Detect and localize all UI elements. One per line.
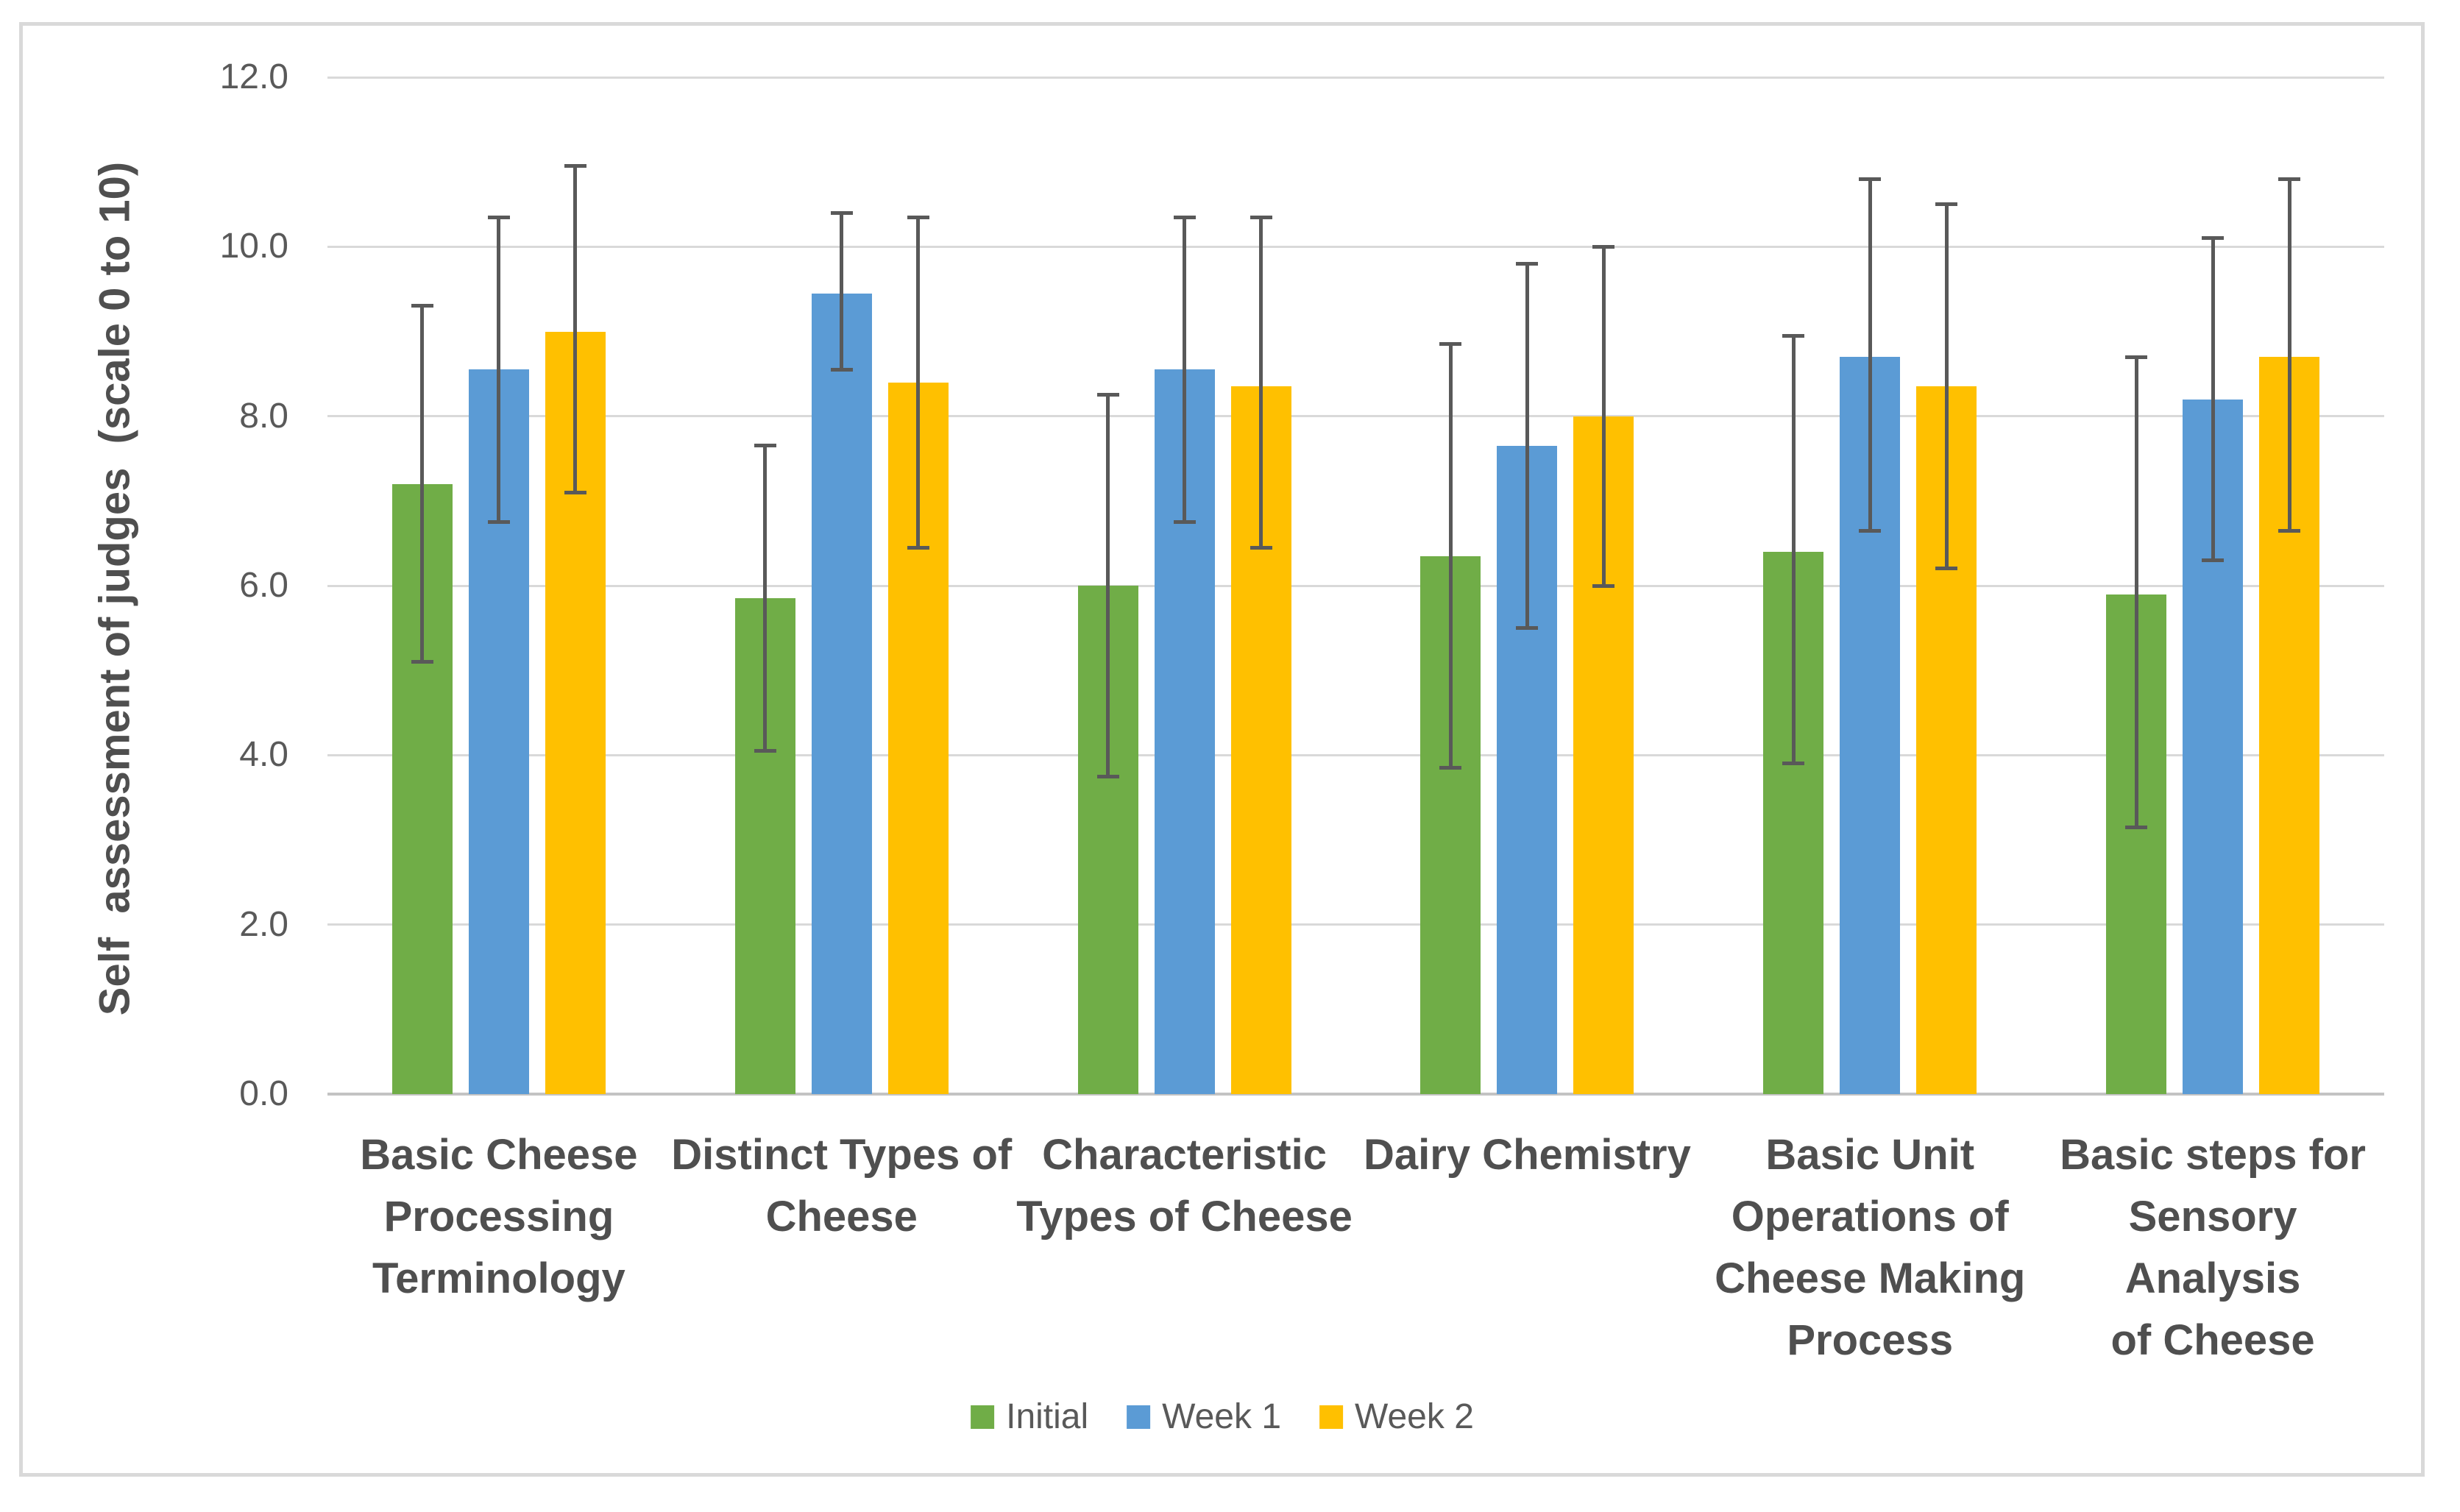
legend-swatch-week-1 <box>1127 1405 1151 1429</box>
error-bar-cap-top <box>2278 177 2301 181</box>
error-bar <box>1259 217 1263 548</box>
error-bar-cap-bottom <box>487 520 510 525</box>
error-bar <box>2134 357 2138 828</box>
error-bar-cap-top <box>830 210 853 215</box>
error-bar-cap-top <box>487 215 510 219</box>
error-bar-cap-bottom <box>2202 558 2225 562</box>
error-bar-cap-bottom <box>2125 825 2148 829</box>
error-bar-cap-top <box>907 215 929 219</box>
error-bar-cap-top <box>2125 355 2148 359</box>
error-bar-cap-top <box>1173 215 1196 219</box>
error-bar-cap-bottom <box>907 545 929 550</box>
error-bar-cap-bottom <box>1439 766 1462 770</box>
error-bar <box>1791 336 1796 764</box>
category-label: Basic Unit Operations of Cheese Making P… <box>1715 1131 2026 1364</box>
error-bar-cap-bottom <box>754 749 776 753</box>
error-bar-cap-top <box>1859 177 1882 181</box>
gridline <box>327 923 2384 926</box>
chart-frame <box>19 22 2425 1477</box>
error-bar <box>573 166 578 493</box>
error-bar-cap-bottom <box>1096 774 1119 778</box>
error-bar-cap-bottom <box>1250 545 1272 550</box>
gridline <box>327 753 2384 756</box>
error-bar-cap-top <box>1935 202 1958 207</box>
error-bar-cap-bottom <box>1935 567 1958 571</box>
error-bar <box>2287 179 2291 531</box>
error-bar <box>497 217 501 522</box>
error-bar-cap-bottom <box>1592 583 1615 588</box>
error-bar <box>2211 238 2215 561</box>
error-bar-cap-bottom <box>830 367 853 372</box>
y-tick-label: 4.0 <box>239 735 288 775</box>
error-bar <box>1868 179 1872 531</box>
error-bar-cap-bottom <box>564 490 586 494</box>
x-axis-line <box>327 1093 2384 1096</box>
legend-item-initial: Initial <box>971 1395 1088 1439</box>
error-bar <box>1601 246 1606 586</box>
y-tick-label: 2.0 <box>239 904 288 944</box>
gridline <box>327 415 2384 418</box>
legend-label: Initial <box>1006 1397 1089 1436</box>
error-bar-cap-bottom <box>1516 626 1539 631</box>
error-bar-cap-top <box>1592 244 1615 249</box>
legend-swatch-initial <box>971 1405 995 1429</box>
category-label: Dairy Chemistry <box>1363 1131 1691 1179</box>
bar-week-1 <box>811 293 872 1094</box>
y-tick-label: 8.0 <box>239 396 288 436</box>
error-bar-cap-top <box>1439 342 1462 347</box>
category-label: Characteristic Types of Cheese <box>1016 1131 1353 1241</box>
error-bar-cap-top <box>1096 393 1119 397</box>
category-label: Basic steps for Sensory Analysis of Chee… <box>2060 1131 2366 1364</box>
gridline <box>327 245 2384 248</box>
error-bar-cap-top <box>754 444 776 448</box>
error-bar <box>420 305 425 662</box>
y-tick-label: 6.0 <box>239 566 288 605</box>
error-bar-cap-bottom <box>1782 762 1805 766</box>
y-tick-label: 10.0 <box>219 227 288 266</box>
error-bar-cap-top <box>564 164 586 168</box>
error-bar <box>1525 263 1529 628</box>
error-bar <box>840 213 844 370</box>
error-bar <box>1944 204 1949 569</box>
error-bar-cap-top <box>1516 261 1539 266</box>
error-bar <box>763 445 768 751</box>
y-tick-label: 0.0 <box>239 1074 288 1113</box>
gridline <box>327 584 2384 587</box>
y-tick-label: 12.0 <box>219 57 288 96</box>
error-bar-cap-top <box>1782 333 1805 338</box>
category-label: Basic Cheese Processing Terminology <box>360 1131 638 1302</box>
error-bar-cap-bottom <box>1859 528 1882 533</box>
error-bar-cap-top <box>2202 236 2225 241</box>
legend-label: Week 1 <box>1162 1397 1282 1436</box>
error-bar-cap-top <box>411 304 433 308</box>
error-bar <box>1448 344 1453 768</box>
legend-label: Week 2 <box>1355 1397 1474 1436</box>
legend-swatch-week-2 <box>1319 1405 1344 1429</box>
error-bar <box>1183 217 1187 522</box>
legend: Initial Week 1 Week 2 <box>971 1395 1474 1439</box>
category-label: Distinct Types of Cheese <box>671 1131 1013 1241</box>
error-bar <box>1106 394 1110 777</box>
gridline <box>327 76 2384 79</box>
error-bar-cap-top <box>1250 215 1272 219</box>
error-bar-cap-bottom <box>1173 520 1196 525</box>
legend-item-week-2: Week 2 <box>1319 1395 1474 1439</box>
error-bar <box>916 217 921 548</box>
error-bar-cap-bottom <box>411 660 433 664</box>
legend-item-week-1: Week 1 <box>1127 1395 1281 1439</box>
error-bar-cap-bottom <box>2278 528 2301 533</box>
